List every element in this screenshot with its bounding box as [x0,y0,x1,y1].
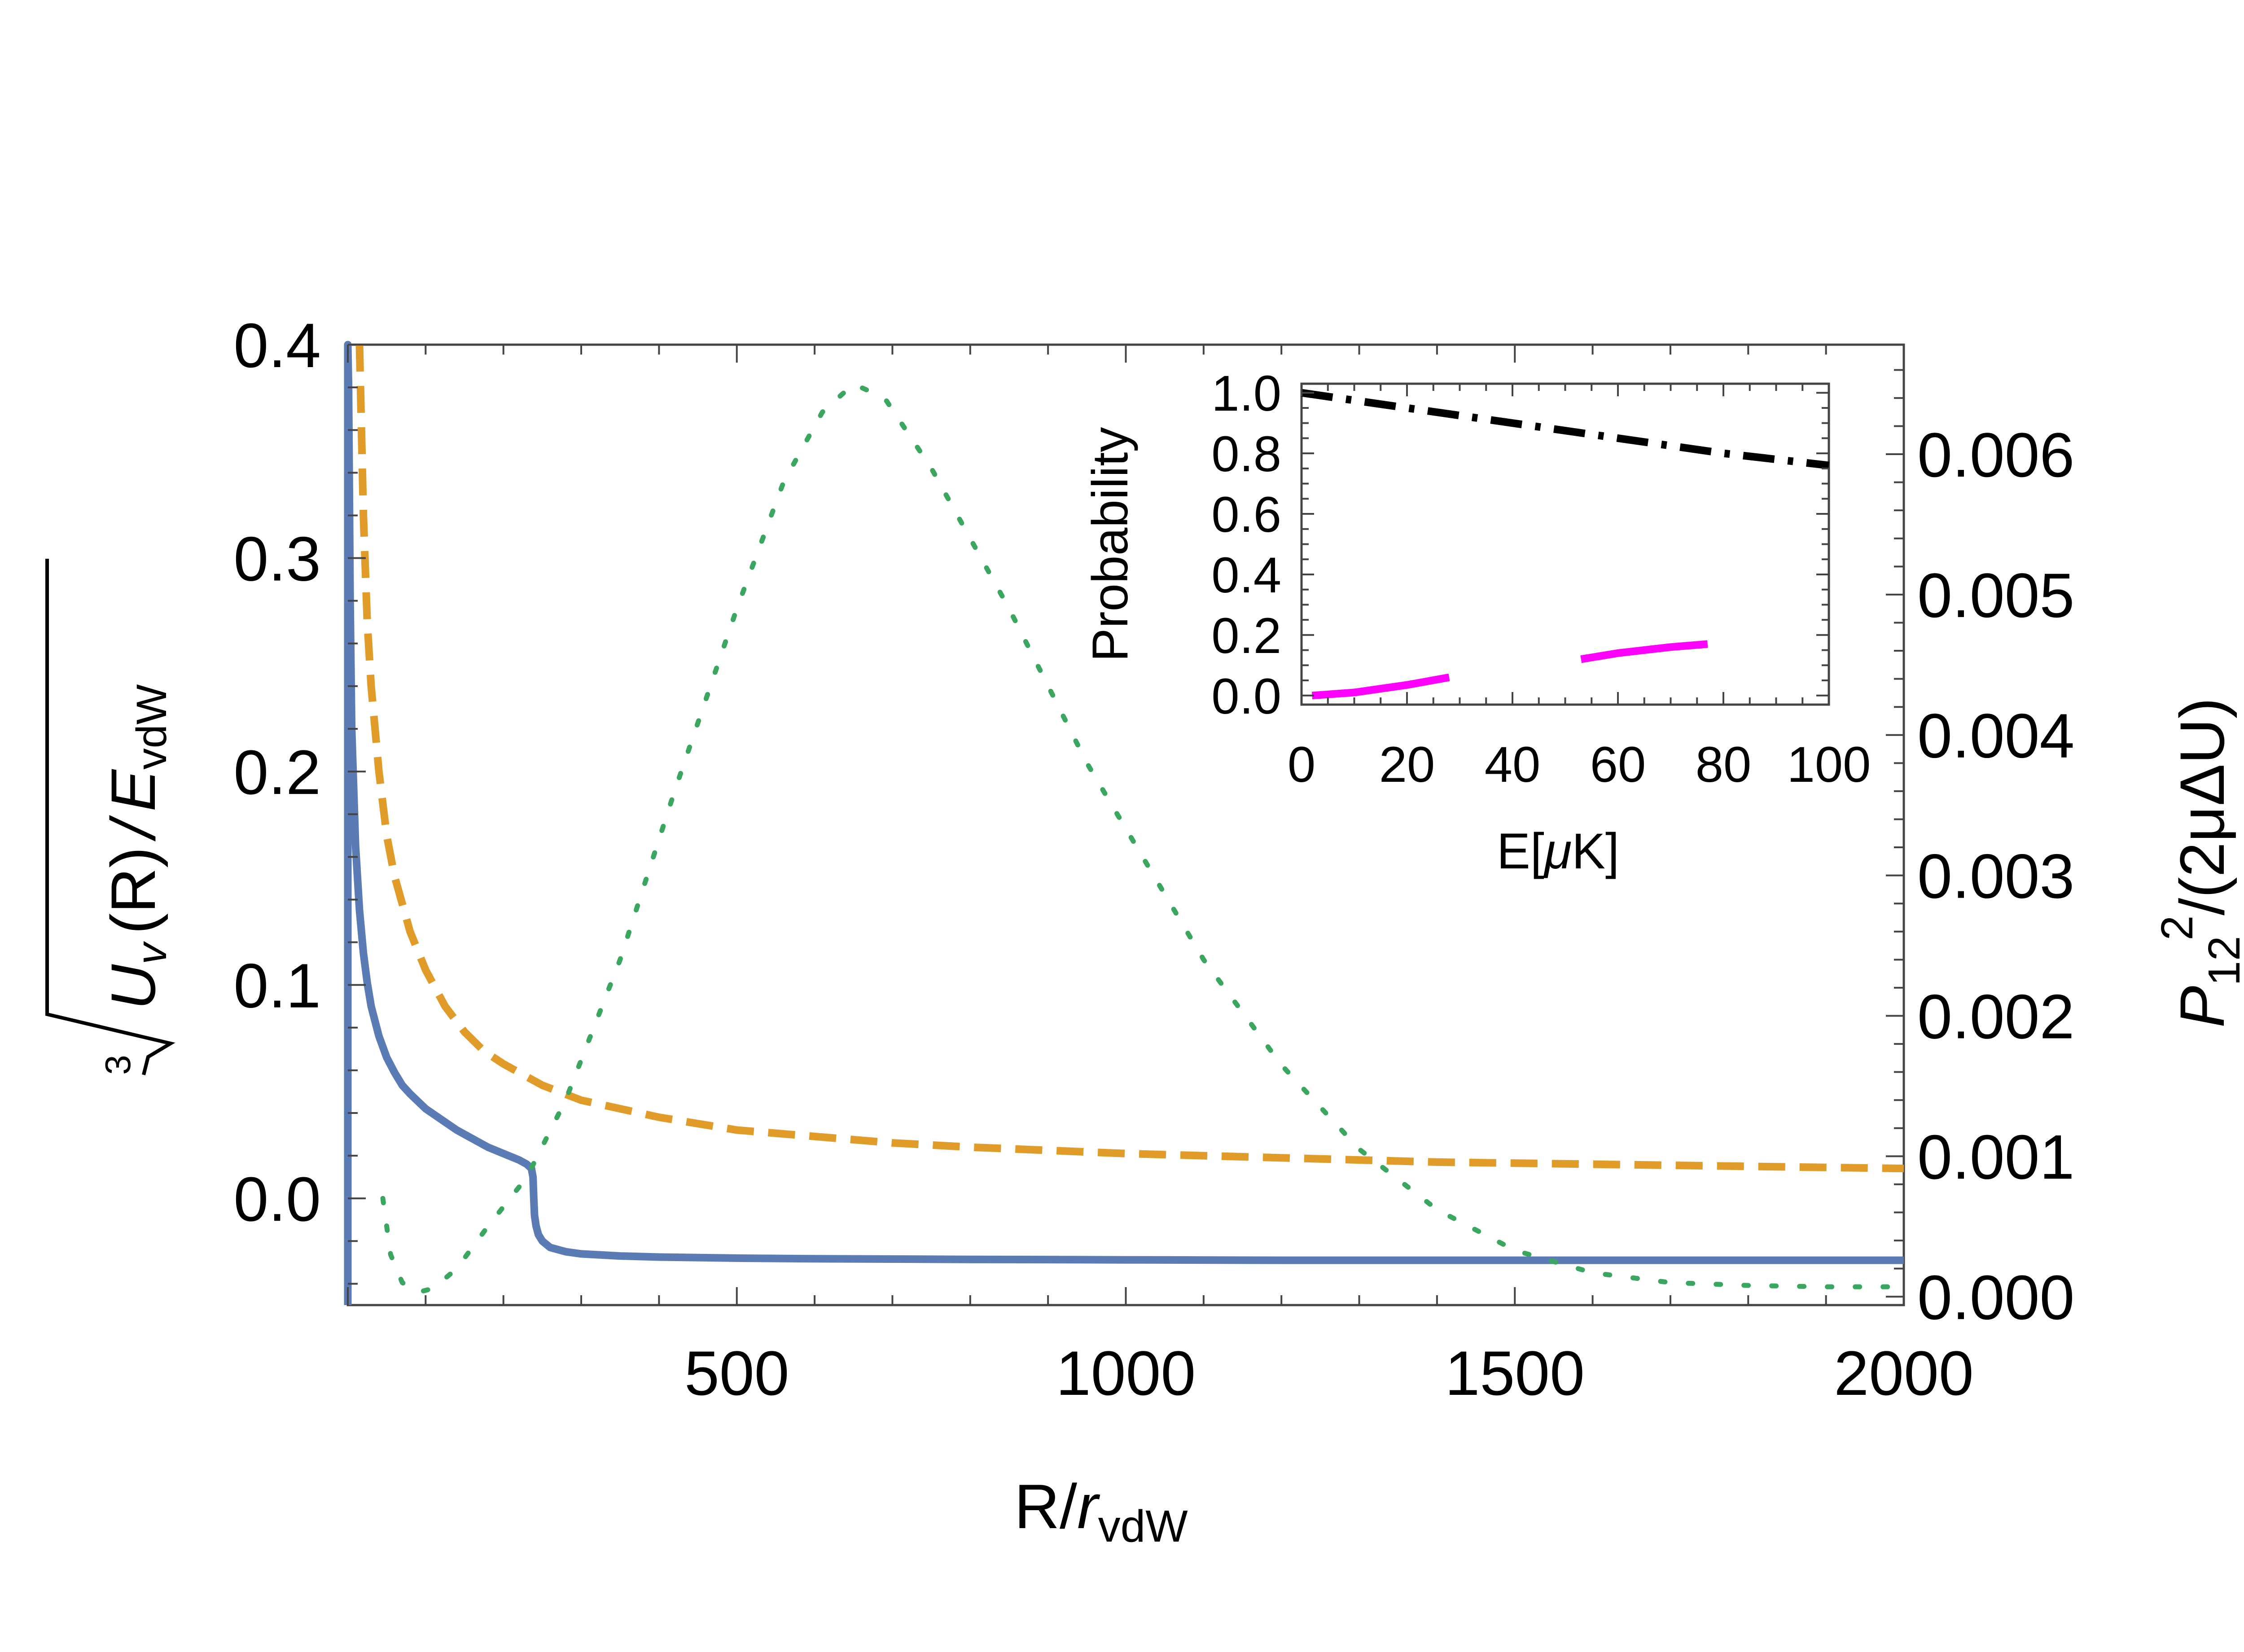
inset-series-line-2 [1311,673,1450,700]
y-right-tick-label: 0.004 [1917,701,2074,771]
y-right-tick-label: 0.005 [1917,560,2074,631]
inset-x-label-end: K] [1572,823,1619,879]
y-right-tick-label: 0.003 [1917,841,2074,911]
y-right-p: P [2167,986,2237,1028]
inset-y-tick-label: 0.8 [1211,426,1281,482]
main-plot: 500 1000 1500 2000 0.00.10.20.30.4 0.0000.0… [45,310,2244,1551]
y-right-tick-label: 0.006 [1917,420,2074,490]
inset-y-tick-label: 0.0 [1211,668,1281,724]
y-right-sup: 2 [2152,916,2202,941]
y-left-tick-label: 0.2 [233,737,321,807]
inset-plot-background [1299,381,1831,707]
inset-x-tick-label: 100 [1787,736,1871,793]
y-axis-right-ticks: 0.000 0.001 0.002 0.003 0.004 0.005 0.006 [1886,369,2074,1332]
y-right-tick-label: 0.001 [1917,1122,2074,1192]
main-series-group [344,341,1907,1305]
inset-x-tick-label: 20 [1379,736,1435,793]
y-left-expr-u: U [98,964,168,1010]
y-left-expr-slash: / [98,815,168,841]
x-axis-label: R/rvdW [1014,1471,1188,1551]
series-line-3 [380,381,1907,1295]
inset-x-tick-label: 40 [1485,736,1541,793]
y-left-expr-u-sub: v [128,941,175,964]
y-left-expr-r: (R) [98,847,168,934]
y-axis-left-label-expr: Uv (R) / EvdW [98,684,175,1010]
radical-index: 3 [98,1055,138,1075]
inset-x-tick-label: 80 [1696,736,1752,793]
y-axis-left-label: 3 Uv (R) / EvdW [45,559,175,1075]
inset-x-tick-label: 60 [1590,736,1646,793]
inset-plot: 0 20 40 60 80 100 0.00.20.40.60.81.0 E[μK] Pr… [1082,365,1871,879]
x-axis-label-sub: vdW [1098,1501,1188,1551]
y-left-tick-label: 0.4 [233,310,321,381]
series-line-1 [344,341,1904,1305]
inset-y-axis-ticks: 0.00.20.40.60.81.0 [1211,365,1829,724]
inset-series-line-1 [1301,389,1829,469]
inset-series-line-3 [1580,640,1708,663]
inset-x-label-base: E[ [1497,823,1544,879]
y-right-tick-label: 0.002 [1917,981,2074,1052]
y-left-expr-e-sub: vdW [128,684,175,769]
inset-x-tick-label: 0 [1288,736,1315,793]
x-axis-ticks: 500 1000 1500 2000 [347,345,1974,1408]
y-axis-left-ticks: 0.0 0.1 0.2 0.3 0.4 [233,310,366,1285]
inset-x-axis-ticks: 0 20 40 60 80 100 [1288,384,1871,793]
y-right-rest: /(2μΔU) [2167,697,2237,915]
series-line-2 [355,344,1904,1173]
inset-y-tick-label: 1.0 [1211,365,1281,421]
y-right-sub: 12 [2199,936,2244,986]
y-axis-right-label-text: P122/(2μΔU) [2152,697,2244,1028]
y-right-tick-label: 0.000 [1917,1262,2074,1332]
inset-y-axis-label: Probability [1082,427,1138,662]
inset-series-group [1301,389,1829,700]
x-tick-label: 1500 [1445,1338,1585,1408]
x-axis-label-base: R/ [1014,1471,1077,1542]
radical-sign [45,559,175,1075]
x-tick-label: 500 [684,1338,789,1408]
x-tick-label: 1000 [1056,1338,1196,1408]
inset-y-tick-label: 0.2 [1211,608,1281,664]
x-axis-label-italic: r [1077,1471,1100,1542]
inset-y-tick-label: 0.4 [1211,547,1281,603]
y-left-tick-label: 0.3 [233,524,321,594]
y-left-expr-e: E [98,769,168,811]
y-left-tick-label: 0.0 [233,1164,321,1234]
y-left-tick-label: 0.1 [233,951,321,1021]
y-axis-right-label: P122/(2μΔU) [2152,697,2244,1028]
x-tick-label: 2000 [1834,1338,1973,1408]
inset-y-tick-label: 0.6 [1211,486,1281,543]
inset-x-axis-label: E[μK] [1497,823,1619,879]
inset-x-label-mu: μ [1543,823,1572,879]
